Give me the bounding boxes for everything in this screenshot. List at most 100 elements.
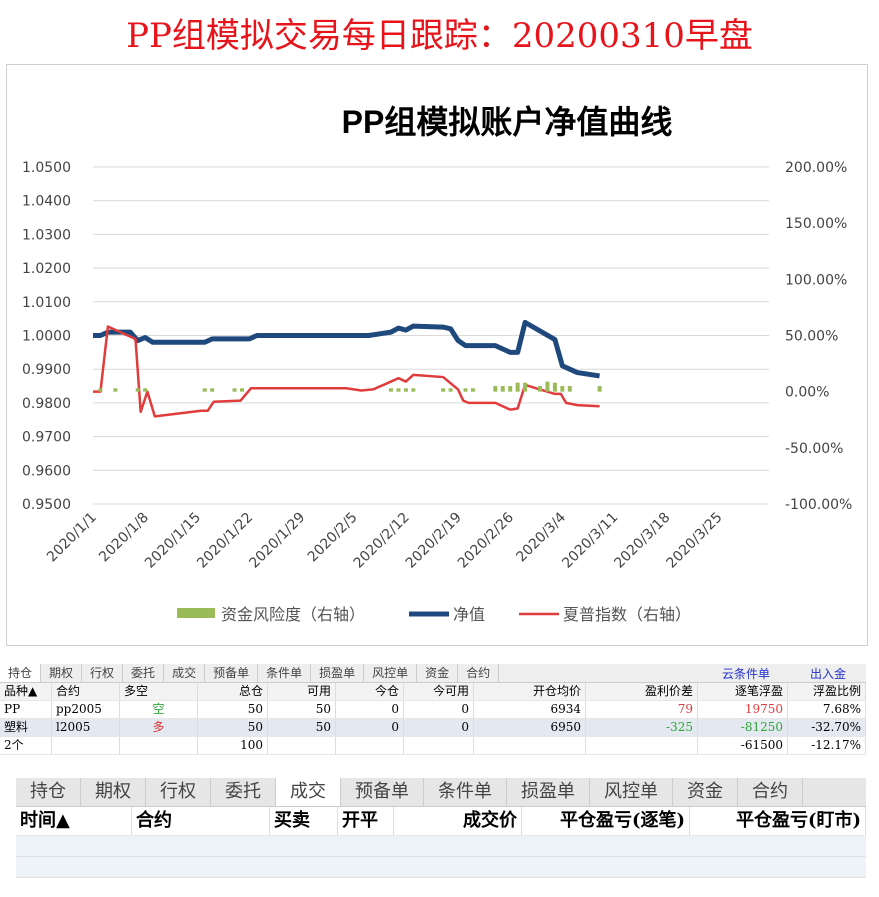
positions-header-row: 品种▲ 合约 多空 总仓 可用 今仓 今可用 开仓均价 盈利价差 逐笔浮盈 浮盈比例 [0,683,866,701]
net-value-line [93,319,600,379]
sharpe-line [93,325,600,418]
tab-0[interactable]: 持仓 [0,664,42,682]
link-1[interactable]: 出入金 [809,666,846,681]
cell: 0 [404,719,474,736]
net-value-chart: PP组模拟账户净值曲线 1.0500 1.0400 1.0300 1.0200 1.010… [6,64,868,646]
header-3[interactable]: 总仓 [198,683,268,700]
header-9[interactable]: 逐笔浮盈 [698,683,788,700]
cell: 100 [198,737,268,754]
header-6[interactable]: 平仓盈亏(盯市) [690,807,866,835]
y-left-tick: 0.9700 [22,430,71,446]
risk-bar [508,386,513,392]
y-left-tick: 1.0100 [22,295,71,311]
tab-4[interactable]: 成交 [164,664,206,682]
cell: PP [0,701,52,718]
header-6[interactable]: 今可用 [404,683,474,700]
risk-bar [597,386,602,392]
tab-5[interactable]: 预备单 [205,664,259,682]
y-left-tick: 1.0200 [22,261,71,277]
cell: 6934 [474,701,586,718]
tab-0[interactable]: 持仓 [16,778,81,806]
cell: 50 [268,701,336,718]
header-10[interactable]: 浮盈比例 [788,683,866,700]
risk-bar [240,388,244,392]
tab-1[interactable]: 期权 [41,664,83,682]
header-5[interactable]: 今仓 [336,683,404,700]
header-0[interactable]: 品种▲ [0,683,52,700]
x-tick: 2020/3/25 [664,510,726,572]
y-right-tick: 0.00% [785,385,829,401]
cell [268,737,336,754]
risk-bar [98,388,103,392]
header-7[interactable]: 开仓均价 [474,683,586,700]
risk-bar [403,388,408,392]
cell: 19750 [698,701,788,718]
x-tick: 2020/3/4 [513,509,569,565]
tab-9[interactable]: 资金 [673,778,738,806]
page-title: PP组模拟交易每日跟踪：20200310早盘 [126,16,753,56]
tab-1[interactable]: 期权 [81,778,146,806]
cell: 0 [404,701,474,718]
header-1[interactable]: 合约 [52,683,120,700]
header-4[interactable]: 可用 [268,683,336,700]
cell: 7.68% [788,701,866,718]
header-2[interactable]: 买卖 [270,807,338,835]
link-0[interactable]: 云条件单 [721,666,770,681]
risk-bar [500,386,505,392]
x-tick: 2020/1/1 [44,510,100,566]
tab-2[interactable]: 行权 [146,778,211,806]
header-0[interactable]: 时间▲ [16,807,132,835]
x-tick: 2020/2/5 [305,510,361,566]
tab-8[interactable]: 风控单 [364,664,418,682]
tab-7[interactable]: 损盈单 [507,778,590,806]
cell [120,737,198,754]
y-right-tick: 50.00% [785,329,838,345]
x-tick: 2020/1/29 [246,510,308,572]
tab-2[interactable]: 行权 [82,664,124,682]
tab-4[interactable]: 成交 [276,778,341,806]
y-right-tick: 150.00% [785,216,847,232]
risk-bar [552,382,557,392]
cell: 50 [198,701,268,718]
tab-8[interactable]: 风控单 [590,778,673,806]
tab-3[interactable]: 委托 [211,778,276,806]
cell: pp2005 [52,701,120,718]
y-left-tick: 0.9800 [22,396,71,412]
header-8[interactable]: 盈利价差 [586,683,698,700]
risk-bar [515,382,520,392]
cell: 2个 [0,737,52,754]
header-5[interactable]: 平仓盈亏(逐笔) [522,807,690,835]
cell: -81250 [698,719,788,736]
risk-bar [202,388,207,392]
cell: 0 [336,701,404,718]
tab-10[interactable]: 合约 [458,664,500,682]
table-row[interactable]: 2个 100 -61500 -12.17% [0,737,866,755]
risk-bar [143,388,148,392]
header-4[interactable]: 成交价 [394,807,522,835]
table-row[interactable]: 塑料 l2005 多 50 50 0 0 6950 -325 -81250 -32.70% [0,719,866,737]
y-left-tick: 1.0400 [22,194,71,210]
cell: 50 [198,719,268,736]
cell: -61500 [698,737,788,754]
y-right-tick: 100.00% [785,272,847,288]
tab-7[interactable]: 损盈单 [311,664,365,682]
tab-5[interactable]: 预备单 [341,778,424,806]
tab-6[interactable]: 条件单 [258,664,312,682]
header-1[interactable]: 合约 [132,807,270,835]
x-tick: 2020/1/8 [96,510,152,566]
cell: 50 [268,719,336,736]
cell: 多 [120,719,198,736]
tab-9[interactable]: 资金 [417,664,459,682]
y-left-tick: 0.9500 [22,497,71,513]
positions-tabs: 持仓 期权 行权 委托 成交 预备单 条件单 损盈单 风控单 资金 合约 云条件单 出入金 [0,664,866,683]
header-2[interactable]: 多空 [120,683,198,700]
y-left-tick: 1.0300 [22,227,71,243]
table-row[interactable]: PP pp2005 空 50 50 0 0 6934 79 19750 7.68% [0,701,866,719]
positions-table: 持仓 期权 行权 委托 成交 预备单 条件单 损盈单 风控单 资金 合约 云条件单 出入金 品种▲ 合约多… [0,664,866,755]
header-3[interactable]: 开平 [338,807,394,835]
tab-10[interactable]: 合约 [738,778,803,806]
tab-3[interactable]: 委托 [123,664,165,682]
tab-6[interactable]: 条件单 [424,778,507,806]
risk-bar [135,388,140,392]
y-right-tick: -50.00% [785,441,843,457]
